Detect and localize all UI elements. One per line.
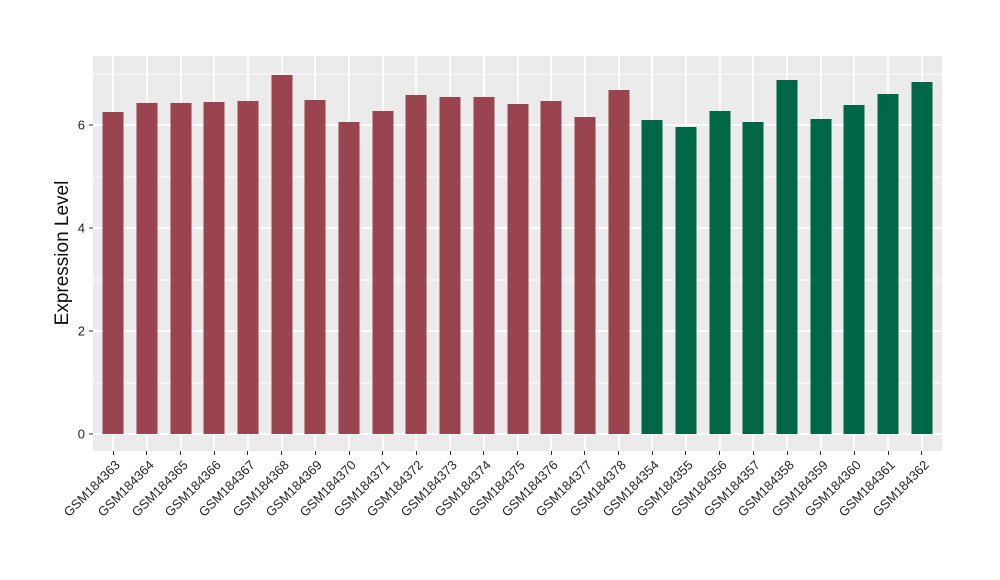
x-tick-mark-GSM184369 [314,451,316,455]
bar-GSM184363 [102,112,124,434]
bar-GSM184368 [271,75,293,434]
bar-GSM184358 [776,80,798,434]
bar-GSM184354 [641,120,663,434]
x-tick-mark-GSM184356 [719,451,721,455]
bar-GSM184366 [203,102,225,434]
bar-GSM184377 [574,117,596,434]
x-tick-mark-GSM184358 [786,451,788,455]
x-tick-mark-GSM184357 [752,451,754,455]
bar-GSM184359 [810,119,832,434]
bar-GSM184369 [304,100,326,434]
y-tick-label-6: 6 [77,117,85,133]
x-tick-mark-GSM184362 [921,451,923,455]
bar-GSM184375 [507,104,528,434]
y-tick-mark-4 [89,227,93,229]
bar-GSM184376 [540,101,562,434]
bar-GSM184364 [136,103,158,434]
bar-GSM184370 [338,122,360,434]
x-tick-mark-GSM184360 [853,451,855,455]
y-tick-label-4: 4 [77,220,85,236]
x-tick-mark-GSM184370 [348,451,350,455]
bar-GSM184378 [608,90,630,434]
x-tick-mark-GSM184378 [618,451,620,455]
x-tick-mark-GSM184363 [112,451,114,455]
y-tick-mark-2 [89,330,93,332]
x-tick-mark-GSM184367 [247,451,249,455]
bar-GSM184356 [709,111,731,434]
x-axis: GSM184363 GSM184364 GSM184365 GSM184366 GSM1… [61,451,942,580]
bar-GSM184362 [911,82,933,434]
y-tick-mark-6 [89,124,93,126]
x-tick-mark-GSM184361 [887,451,889,455]
x-tick-mark-GSM184365 [180,451,182,455]
x-tick-mark-GSM184373 [449,451,451,455]
y-tick-mark-0 [89,433,93,435]
x-tick-mark-GSM184375 [517,451,518,455]
x-tick-mark-GSM184364 [146,451,148,455]
bar-GSM184360 [843,105,865,434]
bar-GSM184372 [405,95,427,434]
bar-GSM184355 [675,127,697,434]
x-tick-mark-GSM184377 [584,451,586,455]
bar-GSM184374 [473,97,495,434]
y-tick-label-2: 2 [77,323,85,339]
bar-GSM184371 [372,111,394,434]
x-tick-mark-GSM184372 [415,451,417,455]
y-axis: 0 2 4 6 [0,56,93,451]
bar-GSM184361 [877,94,899,434]
x-tick-mark-GSM184355 [685,451,687,455]
x-tick-mark-GSM184359 [820,451,822,455]
x-tick-mark-GSM184366 [213,451,215,455]
plot-panel [93,56,942,451]
bar-GSM184357 [742,122,764,434]
bar-GSM184373 [439,97,461,434]
bar-GSM184365 [170,103,192,434]
y-tick-label-0: 0 [77,426,85,442]
x-tick-mark-GSM184371 [382,451,384,455]
x-tick-mark-GSM184374 [483,451,485,455]
x-tick-mark-GSM184354 [651,451,653,455]
bar-GSM184367 [237,101,259,434]
x-tick-mark-GSM184376 [550,451,552,455]
x-tick-mark-GSM184368 [281,451,283,455]
